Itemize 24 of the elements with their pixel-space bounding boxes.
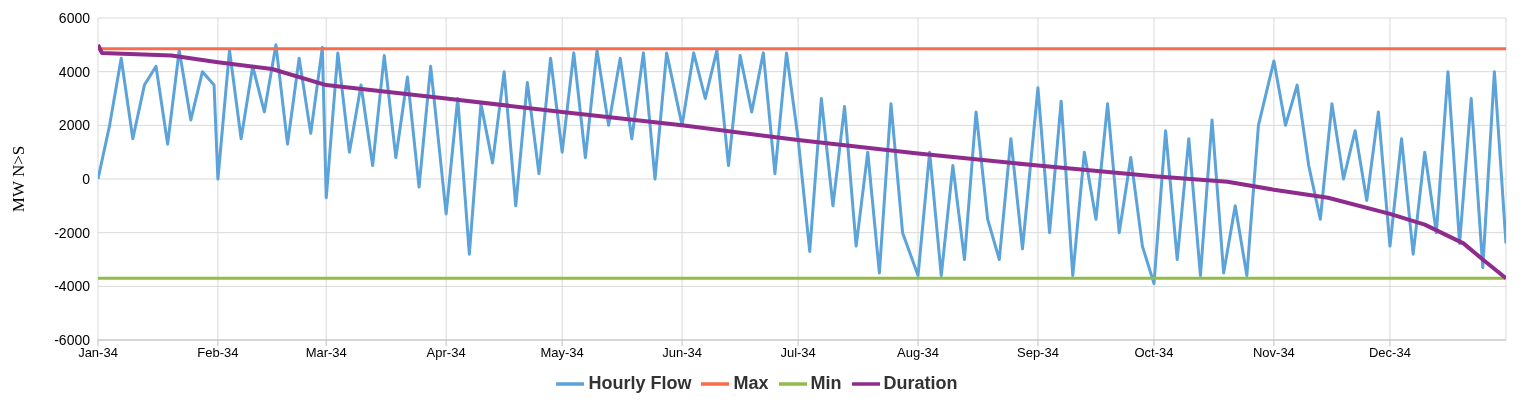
x-tick-label: Aug-34	[897, 345, 939, 361]
x-tick-label: Mar-34	[305, 345, 347, 361]
y-tick-label: -2000	[54, 224, 91, 241]
y-axis-title: MW N>S	[9, 145, 29, 213]
x-tick-label: Nov-34	[1252, 345, 1295, 361]
legend-label: Max	[733, 372, 769, 393]
x-tick-label: Sep-34	[1017, 345, 1059, 361]
y-tick-label: 0	[82, 170, 91, 187]
legend-label: Hourly Flow	[588, 372, 692, 393]
x-tick-label: Jul-34	[780, 345, 816, 361]
x-tick-label: Apr-34	[426, 345, 466, 361]
x-tick-label: Dec-34	[1369, 345, 1411, 361]
legend-label: Min	[810, 372, 842, 393]
x-tick-label: Jan-34	[78, 345, 118, 361]
y-tick-label: 2000	[58, 117, 91, 134]
y-tick-label: -6000	[54, 331, 91, 348]
x-tick-label: Oct-34	[1134, 345, 1174, 361]
x-tick-label: May-34	[540, 345, 584, 361]
y-tick-label: 6000	[58, 9, 91, 26]
x-tick-label: Feb-34	[197, 345, 239, 361]
legend-label: Duration	[883, 372, 958, 393]
y-tick-label: 4000	[58, 63, 91, 80]
x-tick-label: Jun-34	[662, 345, 702, 361]
y-tick-label: -4000	[54, 278, 91, 295]
